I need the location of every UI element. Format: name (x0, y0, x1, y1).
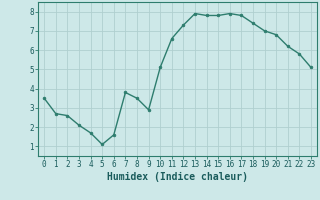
X-axis label: Humidex (Indice chaleur): Humidex (Indice chaleur) (107, 172, 248, 182)
